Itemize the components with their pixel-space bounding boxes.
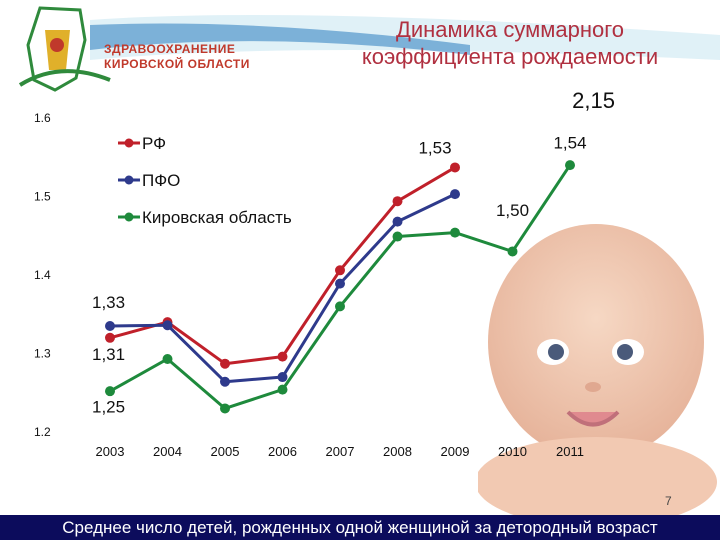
series-line-rf [109,166,456,366]
y-tick-label: 1.6 [34,111,51,125]
data-point-pfo [162,320,173,331]
caption-bar: Среднее число детей, рожденных одной жен… [0,515,720,540]
legend-label-kirov: Кировская область [142,208,292,227]
x-tick-label: 2010 [498,444,527,459]
data-point-kirov [335,301,345,312]
data-label: 1,25 [92,397,125,416]
data-point-pfo [335,278,345,289]
data-point-rf [450,162,460,173]
legend: РФ ПФО Кировская область [118,134,292,227]
x-tick-label: 2007 [326,444,355,459]
data-point-pfo [105,321,115,332]
data-point-kirov [277,384,288,395]
data-point-pfo [220,376,230,387]
slide-title-line1: Динамика суммарного [395,17,625,42]
data-point-kirov [450,227,460,238]
legend-label-pfo: ПФО [142,171,180,190]
logo-text-line1: ЗДРАВООХРАНЕНИЕ [104,42,236,56]
x-axis: 2003 2004 2005 2006 2007 2008 2009 2010 2011 [96,444,584,459]
data-point-kirov [507,246,518,257]
data-point-kirov [565,160,575,171]
data-point-kirov [162,353,173,364]
x-tick-label: 2006 [268,444,297,459]
y-tick-label: 1.2 [34,425,51,439]
data-point-rf [335,265,345,276]
data-point-kirov [392,231,403,242]
data-label: 1,31 [92,345,125,364]
x-tick-label: 2008 [383,444,412,459]
x-tick-label: 2003 [96,444,125,459]
data-label: 2,15 [572,88,615,113]
data-label: 1,54 [553,134,586,153]
legend-marker-rf [124,138,134,148]
y-tick-label: 1.4 [34,268,51,282]
y-tick-label: 1.5 [34,190,51,204]
data-point-rf [105,332,115,343]
data-point-rf [277,351,288,362]
header-banner [18,6,720,92]
data-point-kirov [105,386,115,397]
page-number: 7 [665,494,672,508]
slide-title: Динамика суммарного коэффициента рождаем… [320,16,700,70]
slide-title-line2: коэффициента рождаемости [361,44,659,69]
data-point-kirov [220,403,230,414]
data-label: 1,33 [92,293,125,312]
x-tick-label: 2009 [441,444,470,459]
data-label: 1,53 [418,138,451,157]
x-tick-label: 2011 [556,444,584,459]
logo-text-line2: КИРОВСКОЙ ОБЛАСТИ [104,57,250,71]
data-point-pfo [450,189,460,200]
legend-label-rf: РФ [142,134,166,153]
x-tick-label: 2004 [153,444,182,459]
y-axis: 1.2 1.3 1.4 1.5 1.6 [34,111,51,439]
data-point-rf [220,358,230,369]
data-point-rf [392,196,403,207]
data-label: 1,50 [496,201,529,220]
data-point-pfo [277,372,288,383]
data-point-pfo [392,216,403,227]
legend-marker-kirov [124,212,134,222]
annotation-layer: 2,15 1,54 1,53 1,50 1,33 1,31 1,25 [92,88,615,417]
series-layer [105,160,575,414]
legend-marker-pfo [124,175,134,185]
x-tick-label: 2005 [211,444,240,459]
baby-photo [478,224,717,515]
y-tick-label: 1.3 [34,347,51,361]
